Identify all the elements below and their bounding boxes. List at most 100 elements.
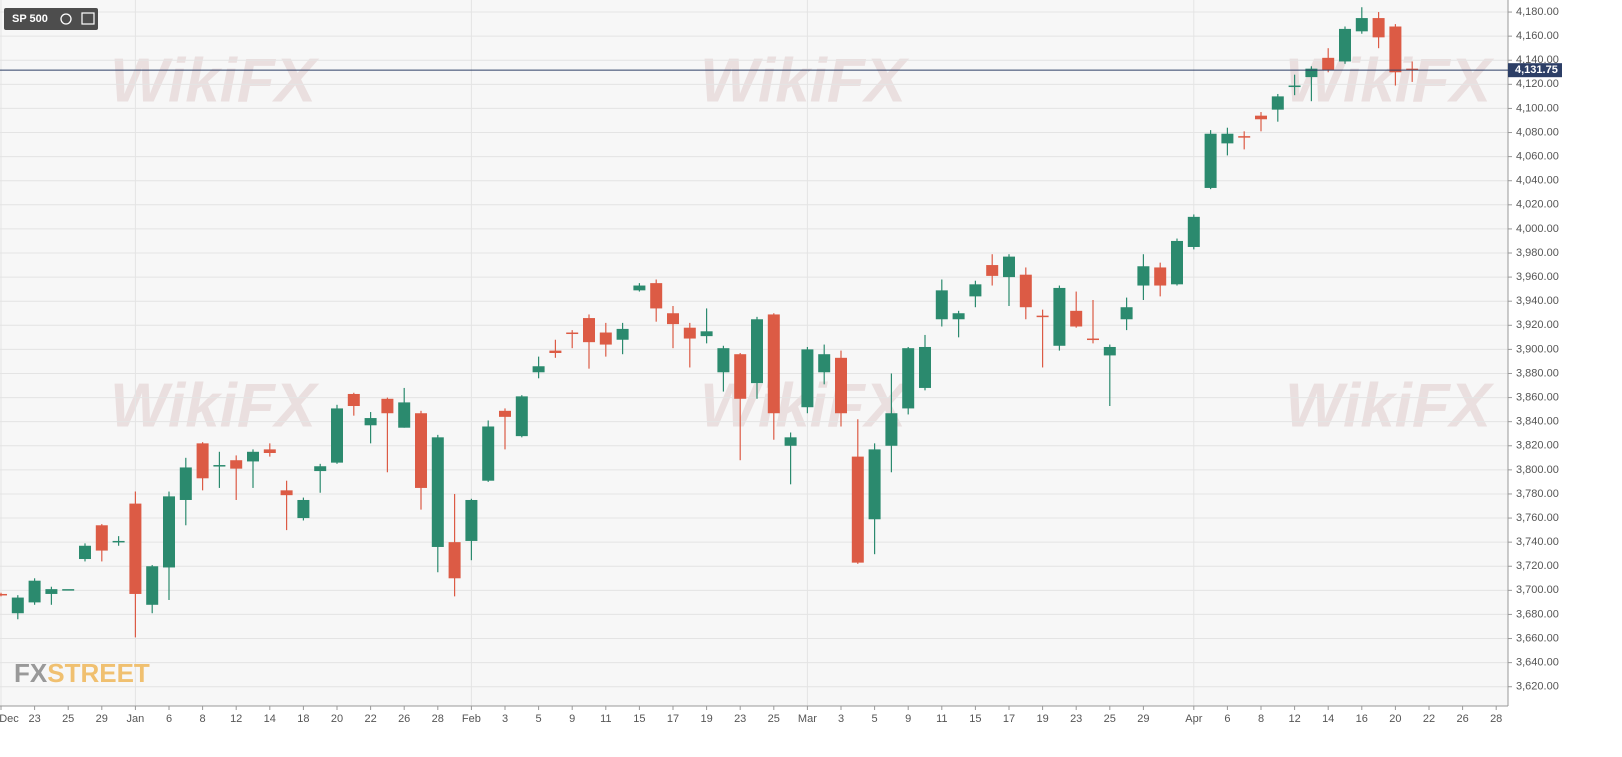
candle-body bbox=[902, 348, 915, 409]
candle-body bbox=[1171, 240, 1183, 285]
logo-suffix: STREET bbox=[47, 658, 150, 688]
x-tick-label: 25 bbox=[768, 713, 780, 725]
last-price-label: 4,131.75 bbox=[1515, 64, 1558, 76]
candle-body bbox=[179, 467, 192, 500]
y-tick-label: 3,680.00 bbox=[1516, 608, 1559, 620]
candle-body bbox=[499, 410, 511, 417]
x-tick-label: 8 bbox=[1258, 713, 1264, 725]
candle-body bbox=[112, 540, 125, 543]
candle-body bbox=[146, 566, 159, 605]
candle-body bbox=[230, 460, 243, 469]
x-tick-label: 23 bbox=[1070, 713, 1082, 725]
y-tick-label: 3,660.00 bbox=[1516, 632, 1559, 644]
candle-body bbox=[465, 499, 478, 541]
candle-body bbox=[1154, 267, 1167, 286]
candle-body bbox=[683, 327, 696, 339]
candle-body bbox=[969, 284, 982, 297]
symbol-label: SP 500 bbox=[12, 13, 48, 25]
x-tick-label: 8 bbox=[200, 713, 206, 725]
candle-body bbox=[532, 366, 545, 373]
candle-body bbox=[1339, 28, 1351, 62]
y-tick-label: 3,620.00 bbox=[1516, 681, 1559, 693]
y-tick-label: 4,140.00 bbox=[1516, 54, 1559, 66]
candle-body bbox=[1036, 315, 1049, 318]
watermark: WikiFX bbox=[110, 46, 320, 115]
candle-body bbox=[734, 354, 747, 399]
y-tick-label: 4,000.00 bbox=[1516, 223, 1559, 235]
candle-body bbox=[515, 396, 528, 437]
x-tick-label: 26 bbox=[398, 713, 410, 725]
candle-body bbox=[415, 413, 427, 488]
candle-body bbox=[1288, 85, 1301, 88]
candle-body bbox=[62, 589, 75, 591]
x-tick-label: 3 bbox=[838, 713, 844, 725]
y-tick-label: 3,820.00 bbox=[1516, 440, 1559, 452]
candle-body bbox=[331, 408, 343, 463]
candle-body bbox=[213, 465, 226, 467]
y-tick-label: 3,840.00 bbox=[1516, 416, 1559, 428]
x-tick-label: 19 bbox=[1036, 713, 1048, 725]
candle-body bbox=[1120, 307, 1133, 320]
x-tick-label: 25 bbox=[62, 713, 74, 725]
x-tick-label: 29 bbox=[96, 713, 108, 725]
candle-body bbox=[1305, 68, 1318, 78]
candle-body bbox=[851, 456, 864, 563]
candle-body bbox=[599, 332, 612, 345]
x-tick-label: 23 bbox=[734, 713, 746, 725]
y-tick-label: 3,780.00 bbox=[1516, 488, 1559, 500]
candle-body bbox=[28, 580, 41, 603]
x-tick-label: 20 bbox=[331, 713, 343, 725]
y-tick-label: 3,980.00 bbox=[1516, 247, 1559, 259]
candle-body bbox=[751, 319, 763, 384]
x-tick-label: Jan bbox=[127, 713, 145, 725]
x-tick-label: Dec bbox=[0, 713, 19, 725]
candle-body bbox=[633, 285, 646, 291]
x-tick-label: 6 bbox=[166, 713, 172, 725]
y-tick-label: 4,020.00 bbox=[1516, 199, 1559, 211]
y-tick-label: 3,760.00 bbox=[1516, 512, 1559, 524]
candle-body bbox=[784, 437, 797, 446]
candle-body bbox=[247, 451, 259, 462]
y-tick-label: 4,080.00 bbox=[1516, 126, 1559, 138]
candle-body bbox=[79, 545, 91, 560]
candle-body bbox=[1389, 26, 1402, 73]
x-tick-label: 12 bbox=[230, 713, 242, 725]
x-tick-label: 3 bbox=[502, 713, 508, 725]
y-tick-label: 3,740.00 bbox=[1516, 536, 1559, 548]
refresh-icon[interactable] bbox=[60, 13, 72, 25]
candle-body bbox=[1355, 18, 1368, 32]
y-tick-label: 3,900.00 bbox=[1516, 343, 1559, 355]
x-tick-label: 20 bbox=[1389, 713, 1401, 725]
candle-body bbox=[1406, 68, 1419, 71]
x-tick-label: Apr bbox=[1185, 713, 1202, 725]
candle-body bbox=[1271, 96, 1284, 110]
x-tick-label: 11 bbox=[936, 713, 947, 725]
candle-body bbox=[986, 265, 999, 276]
symbol-toolbar[interactable] bbox=[4, 8, 98, 30]
x-tick-label: 14 bbox=[264, 713, 276, 725]
candle-body bbox=[95, 525, 108, 551]
y-tick-label: 3,640.00 bbox=[1516, 657, 1559, 669]
candle-body bbox=[280, 490, 293, 496]
candle-body bbox=[1070, 310, 1083, 327]
candle-body bbox=[700, 331, 713, 337]
candle-body bbox=[1322, 57, 1335, 70]
candle-body bbox=[767, 314, 780, 414]
x-tick-label: 22 bbox=[1423, 713, 1435, 725]
x-tick-label: 5 bbox=[872, 713, 878, 725]
candle-body bbox=[45, 589, 58, 594]
candle-body bbox=[163, 496, 175, 568]
candle-body bbox=[1053, 287, 1066, 346]
candle-body bbox=[1238, 136, 1251, 138]
candle-body bbox=[482, 426, 495, 481]
watermark: WikiFX bbox=[700, 46, 910, 115]
y-tick-label: 4,040.00 bbox=[1516, 175, 1559, 187]
candle-body bbox=[431, 437, 444, 547]
x-tick-label: 12 bbox=[1288, 713, 1300, 725]
x-tick-label: 15 bbox=[633, 713, 645, 725]
candle-body bbox=[717, 348, 730, 373]
candle-body bbox=[1204, 133, 1217, 188]
x-tick-label: Mar bbox=[798, 713, 817, 725]
calendar-icon[interactable] bbox=[81, 12, 95, 25]
